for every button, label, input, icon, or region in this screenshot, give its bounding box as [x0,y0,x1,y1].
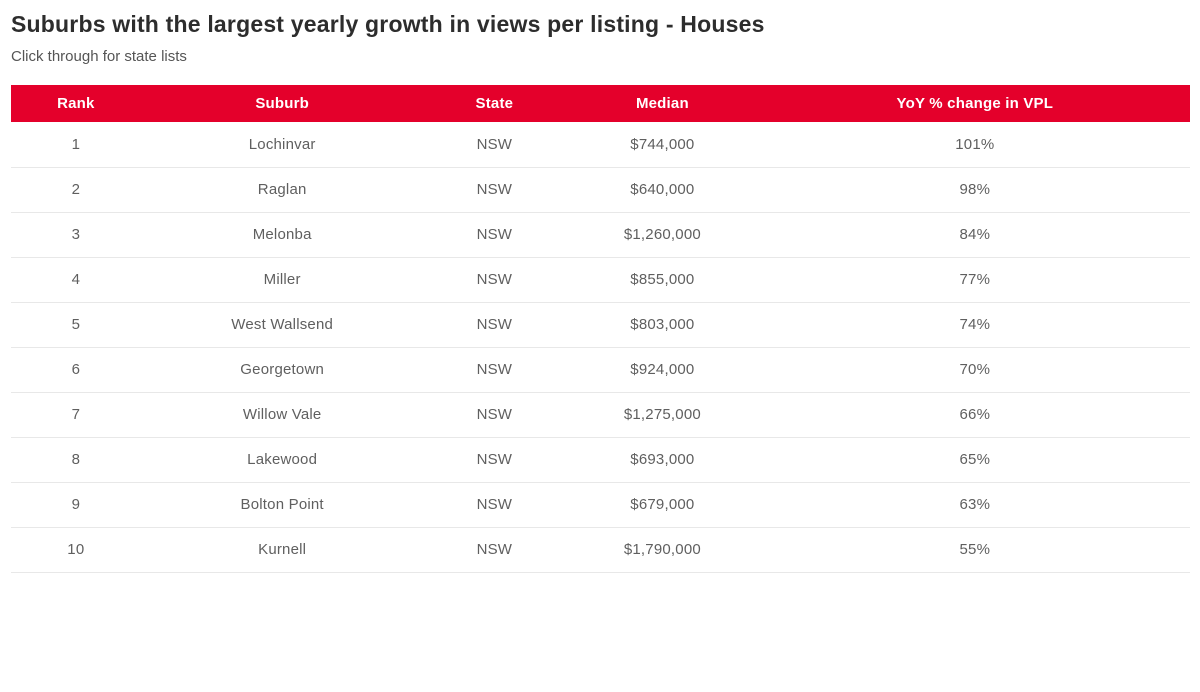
cell-state: NSW [423,302,566,348]
table-row: 9 Bolton Point NSW $679,000 63% [11,482,1190,528]
cell-median: $679,000 [565,482,760,528]
cell-suburb: Bolton Point [140,482,424,528]
cell-yoy: 98% [759,167,1190,213]
cell-rank: 7 [11,392,141,438]
cell-state: NSW [423,212,566,258]
cell-rank: 6 [11,347,141,393]
cell-state: NSW [423,257,566,303]
column-header-suburb: Suburb [140,85,424,122]
cell-rank: 2 [11,167,141,213]
table-row: 5 West Wallsend NSW $803,000 74% [11,302,1190,348]
cell-yoy: 74% [759,302,1190,348]
cell-rank: 1 [11,122,141,168]
cell-yoy: 84% [759,212,1190,258]
page-subtitle: Click through for state lists [11,48,187,65]
cell-state: NSW [423,167,566,213]
page-title: Suburbs with the largest yearly growth i… [11,11,765,37]
column-header-median: Median [565,85,760,122]
cell-median: $855,000 [565,257,760,303]
cell-rank: 10 [11,527,141,573]
cell-state: NSW [423,527,566,573]
cell-yoy: 77% [759,257,1190,303]
column-header-rank: Rank [11,85,141,122]
cell-state: NSW [423,122,566,168]
suburb-growth-table: Rank Suburb State Median YoY % change in… [11,85,1190,573]
table-row: 8 Lakewood NSW $693,000 65% [11,437,1190,483]
cell-median: $744,000 [565,122,760,168]
cell-suburb: Kurnell [140,527,424,573]
cell-yoy: 63% [759,482,1190,528]
cell-median: $803,000 [565,302,760,348]
cell-median: $640,000 [565,167,760,213]
cell-state: NSW [423,482,566,528]
cell-median: $924,000 [565,347,760,393]
cell-suburb: Melonba [140,212,424,258]
cell-state: NSW [423,437,566,483]
table-row: 2 Raglan NSW $640,000 98% [11,167,1190,213]
cell-rank: 8 [11,437,141,483]
table-body: 1 Lochinvar NSW $744,000 101% 2 Raglan NSW $640,… [11,122,1190,573]
cell-suburb: Lakewood [140,437,424,483]
cell-rank: 5 [11,302,141,348]
table-row: 1 Lochinvar NSW $744,000 101% [11,122,1190,168]
table-row: 10 Kurnell NSW $1,790,000 55% [11,527,1190,573]
table-header-row: Rank Suburb State Median YoY % change in… [11,85,1190,122]
table-row: 6 Georgetown NSW $924,000 70% [11,347,1190,393]
cell-suburb: Georgetown [140,347,424,393]
column-header-yoy: YoY % change in VPL [759,85,1190,122]
cell-median: $693,000 [565,437,760,483]
cell-yoy: 55% [759,527,1190,573]
cell-state: NSW [423,392,566,438]
cell-suburb: Willow Vale [140,392,424,438]
table-row: 7 Willow Vale NSW $1,275,000 66% [11,392,1190,438]
column-header-state: State [423,85,566,122]
cell-suburb: Miller [140,257,424,303]
cell-state: NSW [423,347,566,393]
cell-rank: 3 [11,212,141,258]
table-row: 4 Miller NSW $855,000 77% [11,257,1190,303]
table-header: Rank Suburb State Median YoY % change in… [11,85,1190,122]
cell-rank: 9 [11,482,141,528]
cell-median: $1,275,000 [565,392,760,438]
cell-median: $1,260,000 [565,212,760,258]
cell-suburb: Lochinvar [140,122,424,168]
cell-median: $1,790,000 [565,527,760,573]
table-row: 3 Melonba NSW $1,260,000 84% [11,212,1190,258]
cell-suburb: Raglan [140,167,424,213]
cell-yoy: 70% [759,347,1190,393]
cell-yoy: 65% [759,437,1190,483]
cell-yoy: 66% [759,392,1190,438]
cell-yoy: 101% [759,122,1190,168]
cell-suburb: West Wallsend [140,302,424,348]
cell-rank: 4 [11,257,141,303]
page: Suburbs with the largest yearly growth i… [11,11,1190,573]
